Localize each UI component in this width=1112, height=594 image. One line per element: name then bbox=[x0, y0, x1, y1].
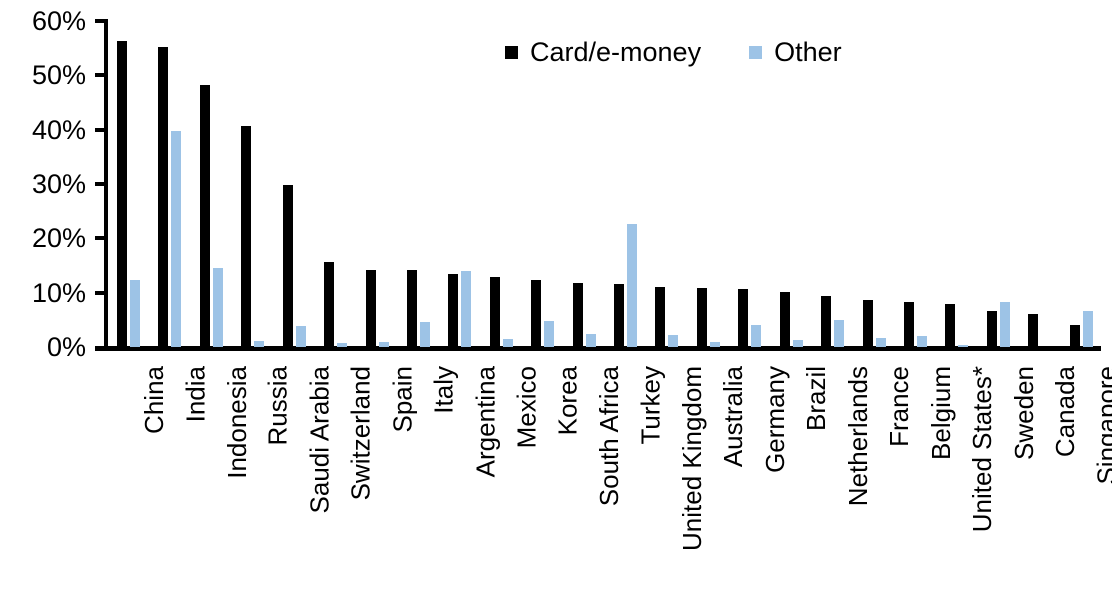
bar-card-e-money bbox=[282, 184, 293, 347]
y-tick-mark bbox=[95, 19, 107, 23]
x-axis-label: Korea bbox=[552, 366, 583, 436]
bar-card-e-money bbox=[821, 295, 832, 347]
y-axis-label: 60% bbox=[31, 6, 86, 36]
x-axis-label: South Africa bbox=[594, 366, 625, 507]
bar-card-e-money bbox=[1028, 314, 1039, 347]
x-axis-label: France bbox=[884, 366, 915, 447]
x-axis-label: Brazil bbox=[801, 366, 832, 432]
bar-card-e-money bbox=[365, 269, 376, 347]
bar-card-e-money bbox=[696, 287, 707, 347]
legend-label-card-e-money: Card/e-money bbox=[530, 36, 702, 67]
bar-other bbox=[958, 345, 969, 347]
x-axis-label: Russia bbox=[262, 366, 293, 446]
bar-other bbox=[585, 333, 596, 347]
x-axis-label: Italy bbox=[428, 366, 459, 414]
x-axis-label: Belgium bbox=[925, 366, 956, 460]
bar-card-e-money bbox=[945, 303, 956, 347]
bar-other bbox=[378, 341, 389, 347]
x-axis-label: Australia bbox=[718, 366, 749, 468]
x-axis-label: Netherlands bbox=[842, 366, 873, 507]
bar-other bbox=[709, 341, 720, 347]
bar-other bbox=[668, 334, 679, 347]
x-axis-label: Singapore bbox=[1091, 366, 1112, 485]
bar-card-e-money bbox=[1069, 325, 1080, 347]
bar-card-e-money bbox=[489, 276, 500, 347]
card-e-money-swatch-icon bbox=[505, 45, 518, 59]
y-axis-label: 20% bbox=[31, 223, 86, 254]
y-tick-mark bbox=[95, 127, 107, 132]
bar-other bbox=[337, 343, 348, 347]
bar-card-e-money bbox=[241, 126, 252, 347]
x-axis-label: Sweden bbox=[1008, 366, 1039, 460]
y-tick-mark bbox=[95, 236, 107, 241]
bar-other bbox=[254, 341, 265, 347]
bar-other bbox=[502, 338, 513, 347]
x-axis-label: United Kingdom bbox=[677, 366, 708, 551]
bar-other bbox=[834, 319, 845, 347]
other-swatch-icon bbox=[749, 45, 763, 59]
legend-item-card-e-money: Card/e-money bbox=[505, 37, 701, 68]
bar-card-e-money bbox=[614, 283, 624, 347]
bar-card-e-money bbox=[738, 288, 749, 347]
bar-card-e-money bbox=[986, 311, 997, 347]
bar-card-e-money bbox=[655, 286, 666, 347]
y-axis-label: 50% bbox=[31, 60, 86, 91]
bar-other bbox=[999, 302, 1010, 347]
legend: Card/e-money Other bbox=[505, 36, 842, 68]
legend-label-other: Other bbox=[774, 36, 842, 67]
y-tick-mark bbox=[95, 73, 107, 78]
bar-card-e-money bbox=[572, 282, 583, 347]
bar-other bbox=[419, 322, 430, 347]
bar-other bbox=[544, 321, 555, 347]
bar-card-e-money bbox=[779, 292, 790, 347]
y-tick-mark bbox=[95, 290, 107, 295]
x-axis-label: Saudi Arabia bbox=[304, 366, 335, 514]
bar-other bbox=[751, 325, 762, 347]
x-axis-label: India bbox=[180, 366, 211, 423]
bar-card-e-money bbox=[448, 274, 459, 347]
bar-card-e-money bbox=[324, 262, 335, 347]
bar-other bbox=[875, 338, 886, 347]
bar-other bbox=[627, 224, 637, 347]
x-axis-label: Canada bbox=[1049, 366, 1080, 458]
y-axis-label: 0% bbox=[46, 332, 86, 362]
bar-other bbox=[1082, 311, 1093, 347]
legend-item-other: Other bbox=[749, 37, 842, 68]
x-axis-label: Argentina bbox=[470, 366, 501, 478]
y-tick-mark bbox=[95, 182, 107, 186]
bar-other bbox=[792, 340, 803, 347]
bar-other bbox=[212, 268, 223, 347]
bar-other bbox=[171, 130, 182, 347]
bar-card-e-money bbox=[158, 47, 169, 347]
x-axis-label: China bbox=[138, 366, 169, 434]
x-axis-label: United States* bbox=[967, 366, 998, 533]
bar-card-e-money bbox=[862, 299, 873, 347]
x-axis bbox=[95, 346, 1101, 351]
bar-card-e-money bbox=[903, 301, 914, 347]
bar-card-e-money bbox=[117, 41, 127, 347]
bar-other bbox=[295, 326, 306, 347]
x-axis-label: Spain bbox=[387, 366, 418, 433]
bar-card-e-money bbox=[531, 280, 542, 347]
y-axis-label: 30% bbox=[31, 169, 86, 199]
x-axis-label: Germany bbox=[759, 366, 790, 473]
x-axis-label: Mexico bbox=[511, 366, 542, 449]
x-axis-label: Switzerland bbox=[345, 366, 376, 501]
bar-card-e-money bbox=[406, 269, 417, 347]
y-axis-label: 40% bbox=[31, 114, 86, 145]
bar-card-e-money bbox=[199, 84, 210, 347]
bar-other bbox=[130, 280, 140, 347]
y-axis-label: 10% bbox=[31, 277, 86, 308]
bar-other bbox=[461, 271, 472, 347]
x-axis-label: Turkey bbox=[635, 366, 666, 445]
bar-other bbox=[916, 335, 927, 347]
x-axis-label: Indonesia bbox=[221, 366, 252, 479]
